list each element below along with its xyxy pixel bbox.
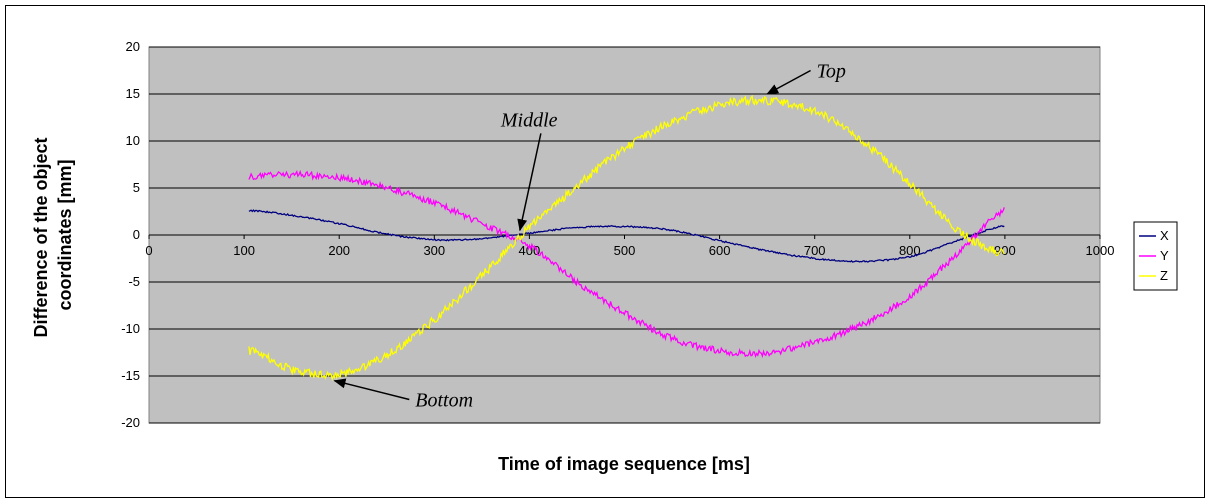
legend: XYZ — [1133, 221, 1178, 291]
y-tick-label: 20 — [126, 39, 140, 54]
series-line-x — [248, 209, 1005, 263]
annotations: Top Middle Bottom — [333, 61, 846, 412]
annotation-arrow-bottom — [333, 378, 410, 401]
y-tick-label: -5 — [128, 274, 140, 289]
y-tick-label: -10 — [121, 321, 140, 336]
x-tick-label: 0 — [145, 243, 152, 258]
series-line-z — [248, 94, 1005, 382]
annotation-bottom: Bottom — [415, 390, 473, 412]
legend-label-y: Y — [1160, 248, 1169, 263]
x-tick-label: 800 — [899, 243, 921, 258]
x-tick-label: 500 — [614, 243, 636, 258]
x-tick-label: 300 — [423, 243, 445, 258]
x-tick-label: 1000 — [1086, 243, 1115, 258]
x-tick-label: 100 — [233, 243, 255, 258]
y-tick-label: 15 — [126, 86, 140, 101]
x-tick-label: 900 — [994, 243, 1016, 258]
annotation-arrow-middle — [517, 133, 542, 232]
legend-label-z: Z — [1160, 268, 1168, 283]
gridlines — [148, 46, 1101, 424]
legend-items: XYZ — [1139, 228, 1169, 283]
x-tick-label: 700 — [804, 243, 826, 258]
series-line-y — [248, 169, 1005, 359]
annotation-top: Top — [817, 61, 846, 83]
series-lines — [248, 94, 1005, 382]
x-tick-label: 600 — [709, 243, 731, 258]
y-axis-title-line-2: coordinates [mm] — [55, 159, 75, 310]
y-tick-label: -15 — [121, 368, 140, 383]
annotation-arrow-top — [766, 69, 811, 95]
y-tick-label: 10 — [126, 133, 140, 148]
y-tick-label: 0 — [133, 227, 140, 242]
y-tick-label: -20 — [121, 415, 140, 430]
annotation-middle: Middle — [500, 109, 558, 131]
legend-label-x: X — [1160, 228, 1169, 243]
y-axis-title: Difference of the object coordinates [mm… — [31, 132, 75, 337]
x-axis-title: Time of image sequence [ms] — [498, 454, 750, 474]
y-axis-title-line-1: Difference of the object — [31, 137, 51, 337]
y-tick-label: 5 — [133, 180, 140, 195]
x-tick-label: 200 — [328, 243, 350, 258]
